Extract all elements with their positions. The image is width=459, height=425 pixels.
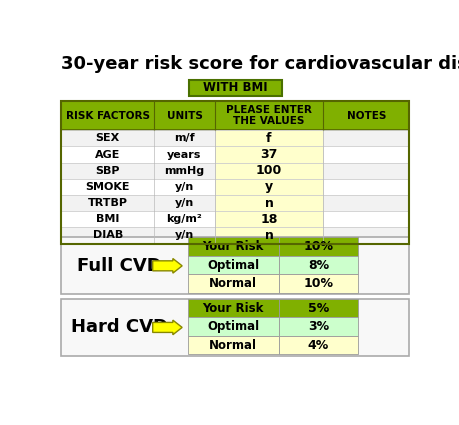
Text: SBP: SBP bbox=[95, 166, 120, 176]
Text: Optimal: Optimal bbox=[207, 320, 259, 333]
Bar bbox=[61, 147, 409, 163]
Bar bbox=[61, 227, 409, 244]
Text: n: n bbox=[264, 197, 274, 210]
Text: Full CVD: Full CVD bbox=[77, 257, 162, 275]
Text: AGE: AGE bbox=[95, 150, 120, 159]
Text: Normal: Normal bbox=[209, 277, 257, 290]
Bar bbox=[188, 256, 279, 274]
Text: 10%: 10% bbox=[303, 277, 334, 290]
Bar bbox=[188, 317, 279, 336]
Bar bbox=[189, 80, 282, 96]
Bar bbox=[279, 274, 358, 293]
Text: Your Risk: Your Risk bbox=[202, 240, 264, 253]
Text: y/n: y/n bbox=[175, 230, 194, 241]
Bar bbox=[61, 237, 409, 295]
Text: SMOKE: SMOKE bbox=[85, 182, 130, 192]
Text: 3%: 3% bbox=[308, 320, 329, 333]
Text: 18: 18 bbox=[260, 213, 278, 226]
Text: m/f: m/f bbox=[174, 133, 195, 143]
Text: UNITS: UNITS bbox=[167, 110, 202, 121]
Bar bbox=[215, 163, 323, 179]
Text: y/n: y/n bbox=[175, 198, 194, 208]
Bar bbox=[61, 130, 409, 147]
Text: WITH BMI: WITH BMI bbox=[203, 82, 268, 94]
Text: kg/m²: kg/m² bbox=[167, 214, 202, 224]
Text: NOTES: NOTES bbox=[347, 110, 386, 121]
Bar bbox=[61, 101, 409, 130]
Text: TRTBP: TRTBP bbox=[88, 198, 128, 208]
Bar bbox=[215, 211, 323, 227]
Bar bbox=[279, 256, 358, 274]
Text: 10%: 10% bbox=[303, 240, 334, 253]
Bar bbox=[279, 237, 358, 256]
FancyArrow shape bbox=[153, 258, 182, 273]
Bar bbox=[215, 227, 323, 244]
Text: 30-year risk score for cardiovascular disease: 30-year risk score for cardiovascular di… bbox=[61, 55, 459, 73]
Text: years: years bbox=[167, 150, 202, 159]
Bar bbox=[188, 274, 279, 293]
Text: DIAB: DIAB bbox=[93, 230, 123, 241]
Text: THE VALUES: THE VALUES bbox=[233, 116, 305, 126]
Bar bbox=[61, 299, 409, 356]
FancyArrow shape bbox=[153, 320, 182, 335]
Text: BMI: BMI bbox=[96, 214, 119, 224]
Bar bbox=[61, 163, 409, 179]
Text: Optimal: Optimal bbox=[207, 258, 259, 272]
Text: n: n bbox=[264, 229, 274, 242]
Bar bbox=[61, 211, 409, 227]
Text: 37: 37 bbox=[260, 148, 278, 161]
Bar bbox=[188, 237, 279, 256]
Text: PLEASE ENTER: PLEASE ENTER bbox=[226, 105, 312, 114]
Text: 100: 100 bbox=[256, 164, 282, 177]
Text: f: f bbox=[266, 132, 272, 145]
Text: y: y bbox=[265, 180, 273, 193]
Bar bbox=[215, 147, 323, 163]
Text: y/n: y/n bbox=[175, 182, 194, 192]
Bar bbox=[188, 336, 279, 354]
Bar bbox=[61, 101, 409, 244]
Text: Hard CVD: Hard CVD bbox=[71, 318, 168, 337]
Bar bbox=[215, 195, 323, 211]
Text: 4%: 4% bbox=[308, 339, 329, 351]
Bar bbox=[61, 195, 409, 211]
Text: SEX: SEX bbox=[95, 133, 120, 143]
Text: Normal: Normal bbox=[209, 339, 257, 351]
Text: mmHg: mmHg bbox=[164, 166, 205, 176]
Bar bbox=[279, 317, 358, 336]
Bar bbox=[188, 299, 279, 317]
Text: 8%: 8% bbox=[308, 258, 329, 272]
Bar bbox=[279, 299, 358, 317]
Text: Your Risk: Your Risk bbox=[202, 302, 264, 314]
Bar bbox=[279, 336, 358, 354]
Bar bbox=[215, 130, 323, 147]
Text: 5%: 5% bbox=[308, 302, 329, 314]
Text: RISK FACTORS: RISK FACTORS bbox=[66, 110, 150, 121]
Bar bbox=[215, 179, 323, 195]
Bar bbox=[61, 179, 409, 195]
